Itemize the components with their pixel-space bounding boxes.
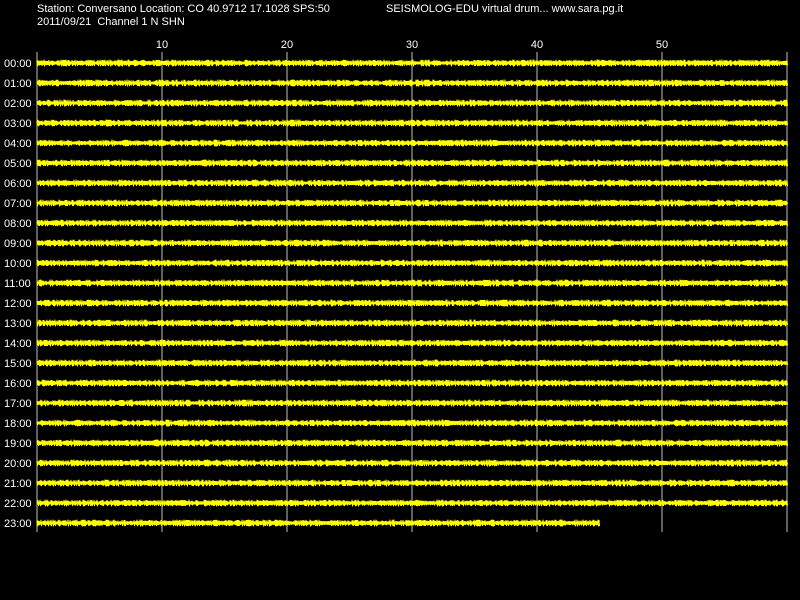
x-tick-label: 10	[156, 39, 168, 51]
hour-label: 23:00	[4, 518, 32, 530]
hour-label: 07:00	[4, 198, 32, 210]
hour-label: 02:00	[4, 98, 32, 110]
hour-label: 22:00	[4, 498, 32, 510]
trace-row	[36, 179, 788, 187]
date-channel-info: 2011/09/21 Channel 1 N SHN	[37, 16, 185, 28]
trace-row	[36, 319, 788, 327]
trace-row	[36, 359, 788, 367]
trace-row	[36, 79, 788, 87]
trace-row	[36, 519, 600, 527]
x-tick-label: 40	[531, 39, 543, 51]
hour-label: 05:00	[4, 158, 32, 170]
hour-label: 12:00	[4, 298, 32, 310]
x-tick-label: 30	[406, 39, 418, 51]
hour-label: 19:00	[4, 438, 32, 450]
trace-row	[36, 159, 788, 167]
x-tick-label: 20	[281, 39, 293, 51]
hour-label: 15:00	[4, 358, 32, 370]
hour-label: 20:00	[4, 458, 32, 470]
trace-row	[36, 259, 788, 267]
trace-row	[36, 279, 788, 287]
app-title: SEISMOLOG-EDU virtual drum... www.sara.p…	[386, 3, 624, 15]
trace-row	[36, 439, 788, 447]
hour-label: 09:00	[4, 238, 32, 250]
hour-label: 11:00	[4, 278, 31, 290]
hour-label: 10:00	[4, 258, 32, 270]
trace-row	[36, 219, 788, 227]
trace-row	[36, 499, 788, 507]
trace-row	[36, 199, 788, 207]
grid	[36, 52, 788, 532]
hour-label: 03:00	[4, 118, 32, 130]
trace-row	[36, 299, 788, 307]
trace-row	[36, 99, 788, 107]
trace-row	[36, 479, 788, 487]
trace-row	[36, 239, 788, 247]
hour-label: 18:00	[4, 418, 32, 430]
labels: 10 20 30 40 50 00:00 01:00 02:00 03:00 04:00 05:00…	[4, 39, 668, 530]
hour-label: 04:00	[4, 138, 32, 150]
hour-label: 01:00	[4, 78, 32, 90]
trace-row	[36, 459, 788, 467]
hour-label: 21:00	[4, 478, 32, 490]
trace-row	[36, 419, 788, 427]
trace-row	[36, 379, 788, 387]
x-tick-label: 50	[656, 39, 668, 51]
trace-row	[36, 139, 788, 147]
hour-label: 14:00	[4, 338, 32, 350]
trace-row	[36, 59, 788, 67]
hour-label: 16:00	[4, 378, 32, 390]
trace-row	[36, 339, 788, 347]
trace-row	[36, 399, 788, 407]
hour-label: 13:00	[4, 318, 32, 330]
hour-label: 06:00	[4, 178, 32, 190]
traces	[36, 59, 788, 527]
hour-label: 08:00	[4, 218, 32, 230]
hour-label: 17:00	[4, 398, 32, 410]
hour-label: 00:00	[4, 58, 32, 70]
station-info: Station: Conversano Location: CO 40.9712…	[37, 3, 330, 15]
trace-row	[36, 119, 788, 127]
